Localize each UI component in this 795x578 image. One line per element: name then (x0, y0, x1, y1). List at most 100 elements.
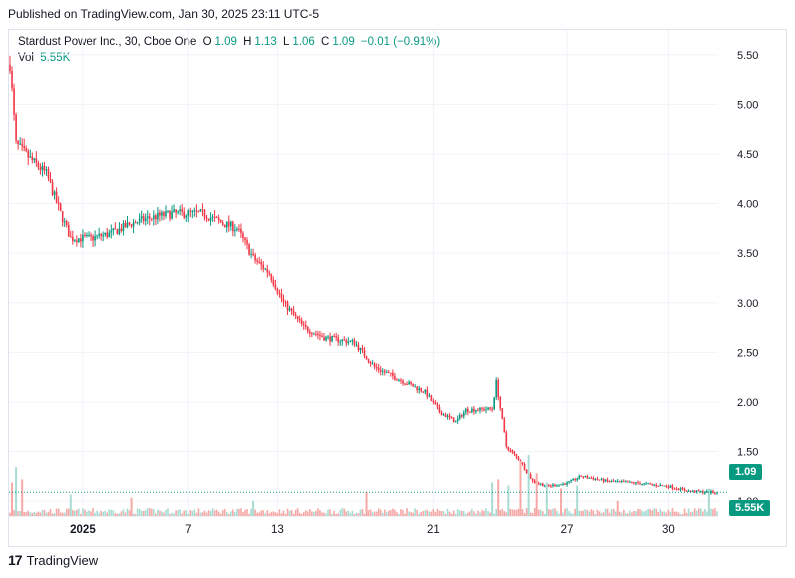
candle-body (177, 211, 179, 213)
volume-bar (505, 512, 508, 516)
candle-body (197, 211, 200, 213)
volume-bar (683, 508, 686, 516)
volume-bar (501, 508, 504, 516)
candle-body (383, 370, 386, 373)
candle-body (76, 240, 78, 243)
volume-bar (671, 508, 674, 516)
volume-bar (406, 508, 408, 516)
candle-body (363, 350, 366, 357)
volume-bar (19, 510, 21, 516)
volume-bar (420, 512, 423, 516)
volume-bar (414, 508, 416, 516)
volume-bar (59, 512, 62, 516)
volume-bar (432, 509, 435, 516)
volume-bar (319, 510, 321, 516)
candle-body (187, 210, 190, 216)
volume-bar (390, 509, 392, 516)
volume-bar (140, 510, 143, 516)
volume-bar (369, 509, 372, 516)
volume-bar (537, 509, 540, 516)
volume-bar (313, 511, 315, 516)
volume-bar (649, 509, 651, 516)
candle-body (434, 401, 437, 405)
volume-bar (254, 509, 256, 516)
volume-bar (651, 510, 653, 516)
candle-body (353, 340, 356, 345)
y-tick-label: 1.50 (737, 447, 758, 459)
volume-bar (631, 512, 633, 516)
volume-bar (602, 512, 605, 516)
candle-body (191, 210, 194, 212)
volume-bar (677, 512, 680, 516)
volume-bar (238, 508, 240, 516)
candle-body (493, 397, 495, 410)
candle-body (242, 233, 244, 238)
volume-spike-bar (616, 500, 619, 516)
volume-bar (341, 508, 344, 516)
candle-body (27, 151, 30, 158)
volume-bar (657, 511, 660, 516)
candle-body (517, 456, 520, 461)
candle-body (369, 361, 372, 364)
candle-body (604, 479, 607, 482)
candle-body (716, 492, 718, 494)
candle-body (185, 215, 188, 218)
candle-body (505, 432, 508, 447)
candle-body (400, 379, 402, 381)
volume-bar (606, 508, 609, 516)
candle-body (278, 292, 281, 294)
volume-bar (185, 510, 188, 516)
volume-bar (653, 508, 656, 516)
volume-bar (78, 508, 80, 516)
candle-body (485, 409, 487, 411)
volume-bar (448, 511, 451, 516)
candle-body (420, 388, 423, 392)
candle-body (55, 191, 58, 203)
volume-bar (187, 513, 190, 516)
candle-body (418, 388, 421, 391)
volume-bar (191, 510, 194, 516)
symbol-name[interactable]: Stardust Power Inc., 30, Cboe One (18, 36, 197, 48)
candle-body (608, 480, 611, 482)
candle-body (661, 484, 664, 486)
candle-body (625, 481, 627, 483)
brand-name: TradingView (26, 552, 99, 568)
volume-bar (515, 509, 518, 516)
volume-bar (452, 510, 455, 516)
tradingview-logo[interactable]: 17 TradingView (8, 552, 98, 568)
candle-body (657, 485, 660, 487)
volume-bar (270, 511, 273, 516)
candle-body (697, 490, 700, 492)
volume-spike-bar (707, 488, 710, 516)
candle-body (388, 372, 390, 374)
volume-bar (592, 510, 595, 516)
volume-bar (138, 508, 141, 516)
candle-body (627, 481, 629, 483)
volume-bar (548, 509, 550, 516)
volume-bar (464, 513, 467, 516)
volume-bar (693, 508, 696, 516)
candle-body (227, 221, 230, 227)
candle-body (142, 216, 145, 222)
candle-body (102, 234, 105, 237)
volume-bar (661, 511, 664, 516)
volume-bar (440, 510, 443, 516)
candle-body (704, 492, 706, 494)
volume-bar (373, 511, 376, 516)
candle-body (655, 484, 658, 486)
candle-body (29, 156, 32, 158)
volume-bar (25, 512, 28, 516)
candle-body (189, 210, 192, 212)
volume-bar (167, 508, 169, 516)
candle-body (294, 314, 297, 317)
x-tick-label: 27 (561, 524, 574, 536)
volume-bar (288, 510, 291, 516)
volume-bar (266, 510, 269, 516)
candle-body (497, 379, 500, 398)
candle-body (272, 279, 275, 285)
x-tick-label: 21 (427, 524, 440, 536)
candle-body (106, 232, 109, 237)
candle-body (385, 372, 388, 374)
candle-body (136, 222, 139, 224)
